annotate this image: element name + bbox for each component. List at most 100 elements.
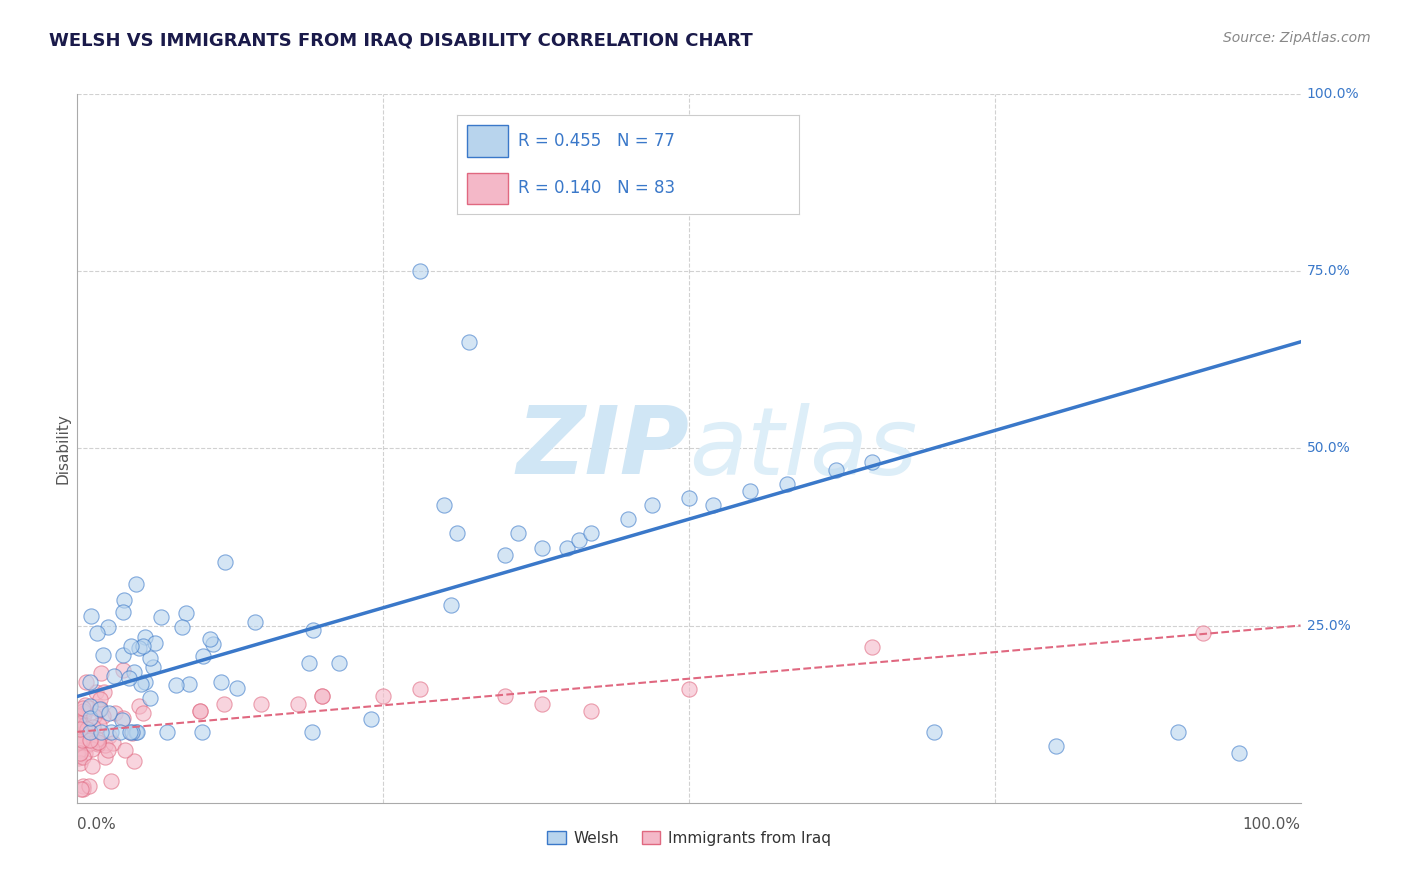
Point xyxy=(103,669,125,683)
Point xyxy=(77,733,100,747)
Point xyxy=(120,640,142,654)
Point xyxy=(84,736,107,750)
Point xyxy=(114,742,136,756)
Point xyxy=(678,682,700,697)
Point xyxy=(311,690,333,704)
Legend: Welsh, Immigrants from Iraq: Welsh, Immigrants from Iraq xyxy=(541,825,837,852)
Point xyxy=(100,724,122,739)
Point xyxy=(111,648,134,663)
Point xyxy=(90,665,112,680)
Point xyxy=(209,675,232,690)
Point xyxy=(89,701,111,715)
Point xyxy=(172,619,194,633)
Point xyxy=(79,736,101,750)
Point xyxy=(111,713,134,727)
Point xyxy=(121,726,143,740)
Point xyxy=(127,724,149,739)
Point xyxy=(75,698,97,712)
Text: WELSH VS IMMIGRANTS FROM IRAQ DISABILITY CORRELATION CHART: WELSH VS IMMIGRANTS FROM IRAQ DISABILITY… xyxy=(49,31,754,49)
Text: 100.0%: 100.0% xyxy=(1306,87,1360,101)
Point xyxy=(298,656,321,670)
Text: 50.0%: 50.0% xyxy=(1306,442,1350,455)
Point xyxy=(72,750,94,764)
Point xyxy=(128,699,150,714)
Point xyxy=(433,498,456,512)
Point xyxy=(495,548,517,562)
Point xyxy=(132,706,155,721)
Text: 0.0%: 0.0% xyxy=(77,817,117,832)
Point xyxy=(111,605,134,619)
Point xyxy=(97,620,120,634)
Point xyxy=(66,712,89,726)
Point xyxy=(124,754,146,768)
Point xyxy=(740,483,762,498)
Point xyxy=(129,677,152,691)
Point xyxy=(702,498,724,512)
Point xyxy=(80,609,103,624)
Point xyxy=(89,702,111,716)
Point xyxy=(97,706,120,720)
Point xyxy=(1167,724,1189,739)
Point xyxy=(132,639,155,653)
Point xyxy=(79,700,101,714)
Point xyxy=(579,704,602,718)
Point xyxy=(112,592,135,607)
Point xyxy=(67,747,90,761)
Point xyxy=(250,697,273,711)
Point xyxy=(79,675,101,690)
Point xyxy=(91,648,114,663)
Point xyxy=(156,724,179,739)
Point xyxy=(776,476,799,491)
Point xyxy=(69,746,91,760)
Point xyxy=(409,682,432,697)
Point xyxy=(70,735,93,749)
Point xyxy=(188,704,211,718)
Point xyxy=(89,692,111,706)
Point xyxy=(531,697,554,711)
Point xyxy=(93,738,115,752)
Point xyxy=(72,701,94,715)
Point xyxy=(67,714,90,729)
Point xyxy=(83,734,105,748)
Point xyxy=(301,724,323,739)
Point xyxy=(93,685,115,699)
Point xyxy=(143,636,166,650)
Point xyxy=(177,677,200,691)
Point xyxy=(72,732,94,747)
Point xyxy=(72,781,94,796)
Point xyxy=(922,724,945,739)
Point xyxy=(1191,625,1213,640)
Point xyxy=(66,749,89,764)
Point xyxy=(72,724,94,739)
Point xyxy=(72,734,94,748)
Point xyxy=(79,724,101,739)
Point xyxy=(125,577,148,591)
Point xyxy=(1045,739,1067,753)
Point xyxy=(87,735,110,749)
Point xyxy=(82,720,104,734)
Point xyxy=(128,641,150,656)
Point xyxy=(118,671,141,685)
Point xyxy=(555,541,578,555)
Text: Source: ZipAtlas.com: Source: ZipAtlas.com xyxy=(1223,31,1371,45)
Point xyxy=(824,462,846,476)
Point xyxy=(495,690,517,704)
Point xyxy=(104,706,127,720)
Point xyxy=(287,697,309,711)
Point xyxy=(84,685,107,699)
Point xyxy=(80,742,103,756)
Text: 100.0%: 100.0% xyxy=(1243,817,1301,832)
Point xyxy=(139,691,162,706)
Point xyxy=(118,724,141,739)
Point xyxy=(862,455,884,469)
Point xyxy=(97,742,120,756)
Point xyxy=(66,747,89,761)
Point xyxy=(188,704,211,718)
Point xyxy=(139,651,162,665)
Point xyxy=(79,711,101,725)
Point xyxy=(409,264,432,278)
Point xyxy=(69,723,91,737)
Point xyxy=(112,663,135,677)
Point xyxy=(440,599,463,613)
Point xyxy=(98,729,121,743)
